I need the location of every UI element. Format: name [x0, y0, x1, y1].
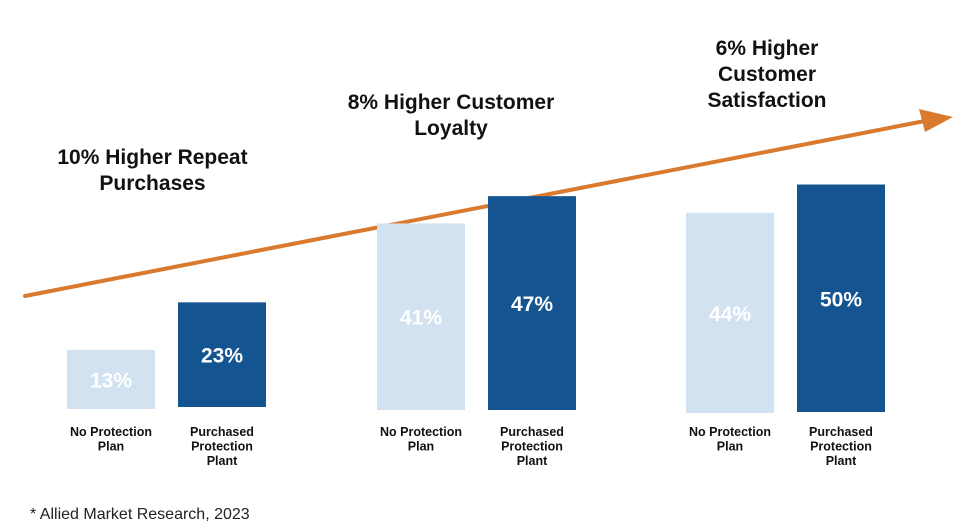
bar-value-label-group3-protection: 50% [820, 288, 862, 311]
category-label-group3-no-protection: Plan [717, 440, 743, 454]
category-label-group3-protection: Protection [810, 440, 872, 454]
trend-arrow-line [23, 118, 932, 298]
bar-group2-protection [488, 196, 576, 410]
category-label-group1-no-protection: Plan [98, 440, 124, 454]
category-label-group3-protection: Purchased [809, 425, 873, 439]
category-label-group2-protection: Protection [501, 440, 563, 454]
source-footnote: * Allied Market Research, 2023 [30, 506, 250, 523]
category-label-group2-protection: Purchased [500, 425, 564, 439]
category-label-group2-no-protection: Plan [408, 440, 434, 454]
category-label-group1-no-protection: No Protection [70, 425, 152, 439]
category-label-group2-no-protection: No Protection [380, 425, 462, 439]
bar-value-label-group2-protection: 47% [511, 293, 553, 316]
category-label-group1-protection: Purchased [190, 425, 254, 439]
bar-value-label-group2-no-protection: 41% [400, 307, 442, 330]
category-label-group2-protection: Plant [517, 454, 548, 468]
category-label-group3-protection: Plant [826, 454, 857, 468]
category-label-group1-protection: Plant [207, 454, 238, 468]
category-label-group3-no-protection: No Protection [689, 425, 771, 439]
bar-value-label-group1-protection: 23% [201, 345, 243, 368]
bar-group2-no-protection [377, 223, 465, 410]
bar-group3-no-protection [686, 212, 774, 413]
headline-customer-satisfaction: 6% Higher Customer Satisfaction [707, 37, 827, 112]
headline-customer-loyalty: 8% Higher Customer Loyalty [347, 91, 555, 140]
headline-repeat-purchases: 10% Higher Repeat Purchases [57, 146, 248, 195]
bar-group1-protection [178, 302, 266, 407]
bar-value-label-group3-no-protection: 44% [709, 303, 751, 326]
bar-group1-no-protection [67, 349, 155, 409]
bar-group3-protection [797, 184, 885, 412]
bar-value-label-group1-no-protection: 13% [90, 369, 132, 392]
category-label-group1-protection: Protection [191, 440, 253, 454]
trend-arrow-head [919, 109, 953, 132]
